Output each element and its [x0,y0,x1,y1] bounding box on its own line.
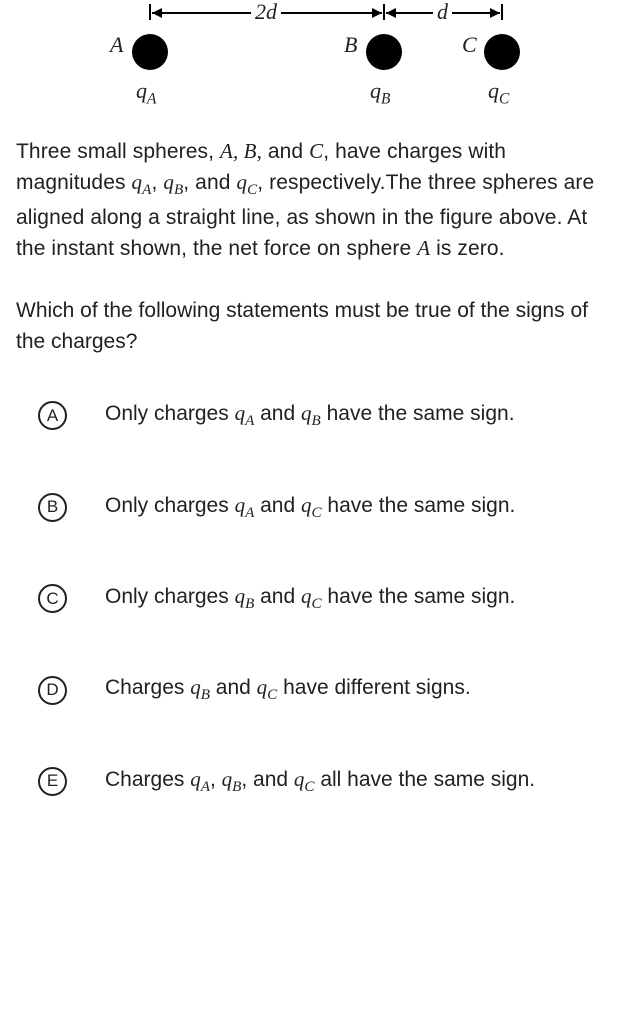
choice-text-E: Charges qA, qB, and qC all have the same… [105,765,612,798]
arrow [372,8,382,18]
dim-label-2d: 2d [251,0,281,25]
choice-text-D: Charges qB and qC have different signs. [105,673,612,706]
passage-text: Three small spheres, A, B, and C, have c… [16,136,612,264]
arrow [386,8,396,18]
qlabel-B: qB [370,78,390,108]
label-A: A [110,32,123,58]
label-C: C [462,32,477,58]
charges-diagram: 2d d AqA BqB CqC [64,0,564,120]
choice-letter-C: C [38,584,67,613]
arrow [152,8,162,18]
tick [501,4,503,20]
tick [149,4,151,20]
question-stem: Which of the following statements must b… [16,296,612,357]
dim-label-d: d [433,0,452,25]
choice-E[interactable]: E Charges qA, qB, and qC all have the sam… [16,765,612,798]
choice-A[interactable]: A Only charges qA and qB have the same si… [16,399,612,432]
choices-container: A Only charges qA and qB have the same si… [16,399,612,798]
arrow [490,8,500,18]
sphere-B [366,34,402,70]
choice-letter-D: D [38,676,67,705]
choice-text-C: Only charges qB and qC have the same sig… [105,582,612,615]
choice-letter-B: B [38,493,67,522]
sphere-C [484,34,520,70]
choice-letter-E: E [38,767,67,796]
choice-text-B: Only charges qA and qC have the same sig… [105,491,612,524]
qlabel-C: qC [488,78,509,108]
choice-text-A: Only charges qA and qB have the same sig… [105,399,612,432]
sphere-A [132,34,168,70]
tick [383,4,385,20]
qlabel-A: qA [136,78,156,108]
label-B: B [344,32,357,58]
choice-B[interactable]: B Only charges qA and qC have the same si… [16,491,612,524]
choice-C[interactable]: C Only charges qB and qC have the same si… [16,582,612,615]
choice-letter-A: A [38,401,67,430]
choice-D[interactable]: D Charges qB and qC have different signs. [16,673,612,706]
